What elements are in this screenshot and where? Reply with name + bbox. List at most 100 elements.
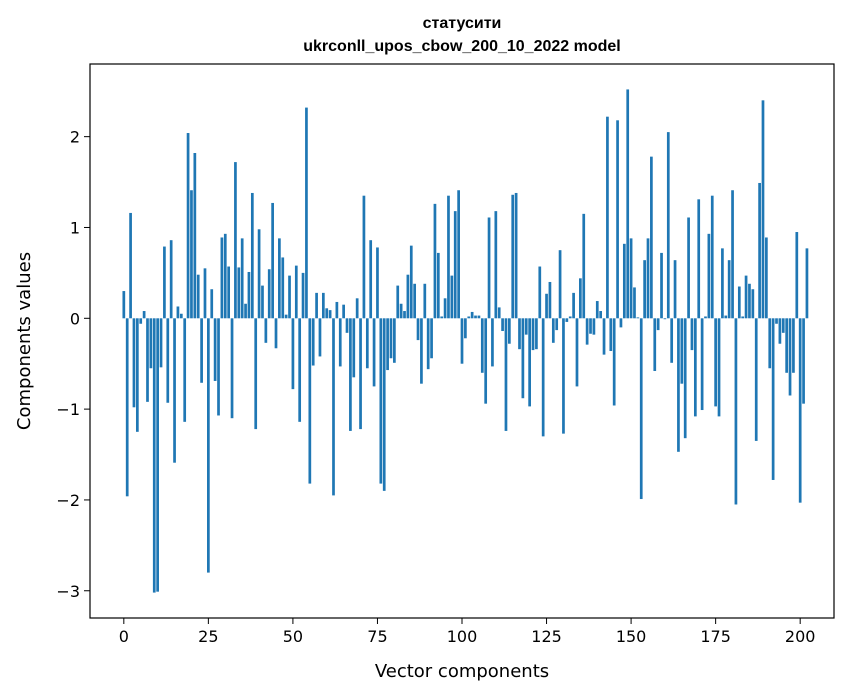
bar [609, 318, 613, 351]
x-tick-label: 0 [119, 627, 129, 646]
bar [379, 318, 383, 484]
bar [788, 318, 792, 396]
bar [139, 318, 143, 324]
y-tick-label: 1 [70, 218, 80, 237]
bar [528, 318, 531, 407]
bar [369, 240, 373, 319]
bar [690, 318, 694, 351]
bar [673, 260, 677, 319]
chart-title-line1: статусити [423, 15, 502, 32]
bar [284, 314, 288, 319]
y-tick-label: −2 [56, 491, 80, 510]
y-axis-ticks: −3 −2 −1 0 1 2 [56, 128, 90, 601]
bar [487, 217, 491, 319]
bar [213, 318, 217, 381]
bar [254, 318, 258, 430]
bar [666, 132, 670, 319]
bar [507, 318, 511, 344]
bar [129, 212, 132, 319]
bar [288, 275, 291, 319]
bar [707, 233, 711, 319]
bar [562, 318, 565, 434]
bar [704, 316, 707, 319]
bar [751, 289, 755, 319]
bar [514, 192, 518, 319]
bar [484, 318, 488, 404]
bar [579, 278, 582, 319]
x-tick-label: 200 [785, 627, 816, 646]
bar [670, 318, 674, 363]
bar [166, 318, 170, 403]
bar [555, 318, 559, 331]
bar [541, 318, 545, 437]
y-tick-label: −3 [56, 582, 80, 601]
bar [761, 100, 765, 319]
bar [220, 237, 224, 319]
bar [798, 318, 802, 503]
bar [247, 271, 251, 319]
bar [403, 311, 406, 319]
bar [785, 318, 789, 373]
bar [274, 318, 278, 349]
y-tick-label: −1 [56, 400, 80, 419]
bar [447, 195, 450, 319]
bar [677, 318, 680, 452]
bar [724, 315, 728, 319]
bar [207, 318, 210, 573]
bar [264, 318, 268, 343]
bar [622, 243, 626, 319]
bar [582, 213, 586, 319]
bar [663, 318, 667, 320]
bar [575, 318, 579, 387]
bar [595, 301, 599, 319]
bar [491, 318, 494, 367]
bar [200, 318, 203, 383]
bar [125, 318, 129, 497]
bar [362, 195, 366, 319]
bar [687, 217, 690, 319]
bar [169, 240, 173, 319]
bar [619, 318, 623, 328]
bar [653, 318, 657, 371]
bar [179, 313, 183, 319]
bar [504, 318, 508, 431]
bar [250, 192, 254, 319]
bar [173, 318, 176, 463]
bar [778, 318, 782, 344]
x-tick-label: 100 [447, 627, 478, 646]
bar [430, 318, 433, 359]
x-tick-label: 75 [367, 627, 387, 646]
bar [426, 318, 430, 370]
bar [683, 318, 687, 439]
bar [548, 281, 552, 319]
bar [775, 318, 778, 324]
bar [633, 287, 636, 319]
bar [572, 292, 575, 319]
bar [453, 211, 457, 319]
x-tick-label: 50 [283, 627, 303, 646]
bar [518, 318, 521, 350]
bar [589, 318, 592, 334]
bar [227, 266, 231, 319]
bar [744, 275, 748, 319]
bar [758, 182, 761, 319]
bar [163, 246, 166, 319]
bar [376, 247, 379, 319]
bar [294, 265, 298, 319]
bar [359, 318, 362, 430]
bar [771, 318, 775, 480]
bar [551, 318, 555, 343]
bar [271, 202, 274, 319]
bar [156, 318, 159, 592]
bar [585, 318, 589, 345]
bar [477, 315, 481, 319]
bar [714, 318, 717, 407]
bar [748, 283, 751, 319]
bar [406, 274, 410, 319]
bar [599, 311, 603, 319]
bar [355, 298, 359, 319]
bar [734, 318, 738, 505]
bar [413, 283, 417, 319]
bar [223, 233, 227, 319]
